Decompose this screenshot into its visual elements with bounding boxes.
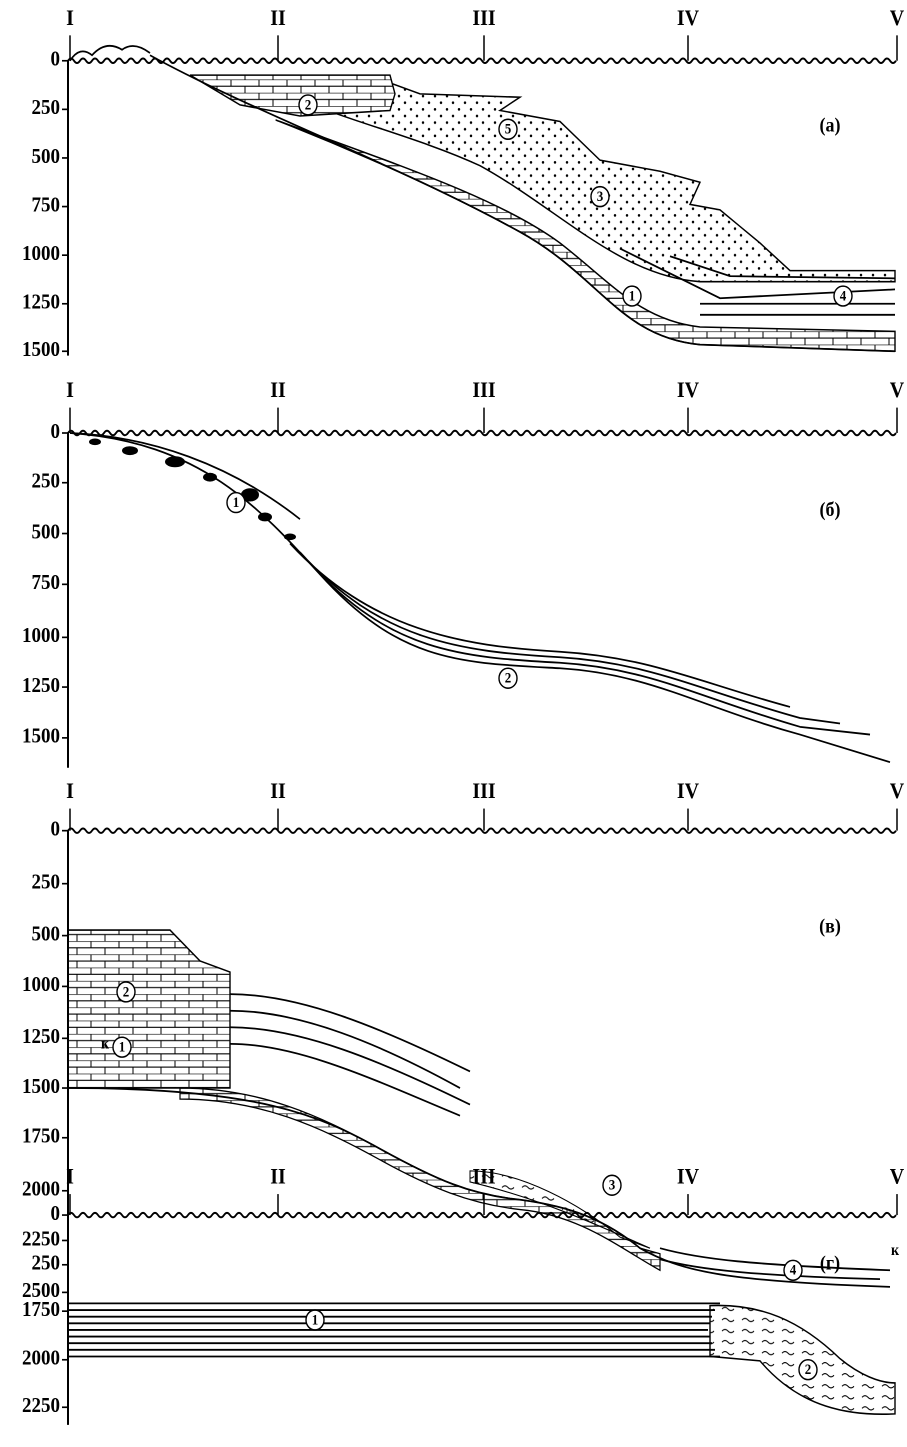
unit-circle [498, 667, 518, 689]
depth-label: 500 [32, 145, 60, 168]
depth-label: 250 [32, 96, 60, 119]
column-label: V [890, 1164, 904, 1189]
column-label: II [270, 778, 286, 803]
sea-surface [67, 57, 897, 64]
depth-label: 1250 [22, 1025, 60, 1048]
section-g [68, 1302, 896, 1415]
column-label: IV [677, 5, 699, 30]
depth-label: 1500 [22, 338, 60, 361]
depth-label: 1000 [22, 242, 60, 265]
column-label: III [472, 778, 495, 803]
panel-label: (г) [820, 1253, 840, 1275]
panel-label: (б) [820, 499, 841, 521]
depth-label: 1500 [22, 1075, 60, 1098]
depth-label: 1250 [22, 291, 60, 314]
column-label: V [890, 377, 904, 402]
panel-label: (в) [819, 916, 841, 938]
facies-mark: к [891, 1242, 900, 1259]
depth-label: 2250 [22, 1227, 60, 1250]
unit-circle [298, 94, 318, 116]
unit-number: 4 [790, 1262, 797, 1278]
depth-label: 250 [32, 470, 60, 493]
depth-label: 0 [51, 818, 60, 841]
column-label: IV [677, 1164, 699, 1189]
unit-circle [602, 1174, 622, 1196]
column-label: V [890, 778, 904, 803]
unit-circle [112, 1036, 132, 1058]
unit-number: 1 [312, 1312, 319, 1328]
depth-label: 2250 [22, 1394, 60, 1417]
depth-label: 250 [32, 871, 60, 894]
column-label: IV [677, 377, 699, 402]
depth-label: 1000 [22, 973, 60, 996]
depth-label: 0 [51, 48, 60, 71]
unit-number: 2 [123, 984, 130, 1000]
column-label: III [472, 5, 495, 30]
unit-circle [590, 185, 610, 208]
depth-label: 750 [32, 194, 60, 217]
depth-label: 1000 [22, 624, 60, 647]
depth-label: 2000 [22, 1347, 60, 1370]
unit-number: 2 [305, 97, 312, 113]
section-a [69, 44, 896, 353]
unit-circle [833, 285, 853, 307]
unit-circle [498, 118, 518, 140]
depth-label: 2000 [22, 1178, 60, 1201]
panel-label: (а) [820, 115, 841, 137]
depth-label: 2500 [22, 1279, 60, 1302]
unit-number: 2 [805, 1362, 812, 1378]
unit-circle [798, 1358, 818, 1381]
sea-surface [67, 429, 897, 437]
section-v [67, 929, 891, 1288]
unit-number: 3 [597, 188, 604, 204]
depth-label: 1750 [22, 1298, 60, 1321]
unit-number: 2 [505, 670, 512, 686]
unit-number: 3 [609, 1177, 616, 1193]
column-label: I [66, 778, 74, 803]
column-label: III [472, 1164, 495, 1189]
depth-label: 500 [32, 521, 60, 544]
column-label: I [66, 377, 74, 402]
depth-label: 1750 [22, 1125, 60, 1148]
depth-label: 0 [51, 420, 60, 443]
column-label: II [270, 1164, 286, 1189]
facies-mark: к [101, 1036, 110, 1053]
column-label: I [66, 5, 74, 30]
depth-label: 500 [32, 923, 60, 946]
unit-number: 4 [840, 288, 847, 304]
section-b [69, 432, 891, 764]
depth-label: 750 [32, 571, 60, 594]
unit-circle [305, 1309, 325, 1331]
sea-surface [67, 1211, 897, 1219]
unit-circle [783, 1259, 803, 1282]
column-label: I [66, 1164, 74, 1189]
unit-circle [622, 285, 642, 307]
depth-label: 1500 [22, 725, 60, 748]
column-label: II [270, 5, 286, 30]
sea-surface [67, 827, 897, 834]
column-label: II [270, 377, 286, 402]
depth-label: 250 [32, 1252, 60, 1275]
depth-label: 0 [51, 1202, 60, 1225]
unit-number: 1 [119, 1039, 126, 1055]
unit-circle [226, 491, 246, 514]
unit-number: 1 [629, 288, 636, 304]
column-label: V [890, 5, 904, 30]
column-label: III [472, 377, 495, 402]
unit-circle [116, 981, 136, 1003]
column-label: IV [677, 778, 699, 803]
unit-number: 1 [233, 494, 240, 510]
unit-number: 5 [505, 121, 512, 137]
depth-label: 1250 [22, 674, 60, 697]
